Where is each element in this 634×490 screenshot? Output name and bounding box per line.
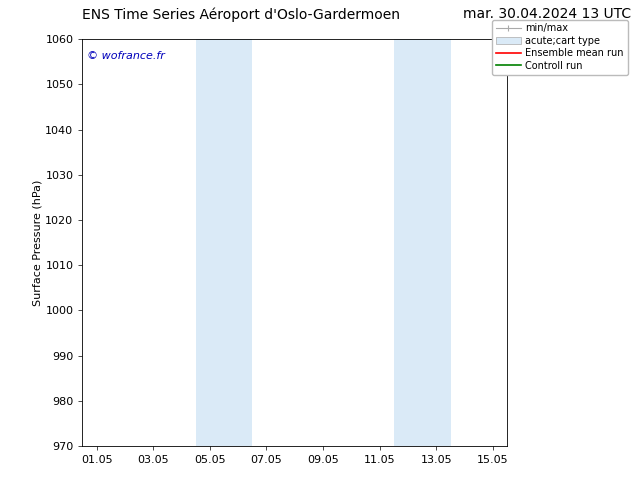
Legend: min/max, acute;cart type, Ensemble mean run, Controll run: min/max, acute;cart type, Ensemble mean … <box>493 20 628 74</box>
Text: ENS Time Series Aéroport d'Oslo-Gardermoen: ENS Time Series Aéroport d'Oslo-Gardermo… <box>82 7 401 22</box>
Text: mar. 30.04.2024 13 UTC: mar. 30.04.2024 13 UTC <box>463 7 631 22</box>
Y-axis label: Surface Pressure (hPa): Surface Pressure (hPa) <box>32 179 42 306</box>
Bar <box>196 39 252 446</box>
Bar <box>394 39 451 446</box>
Text: © wofrance.fr: © wofrance.fr <box>87 51 165 61</box>
